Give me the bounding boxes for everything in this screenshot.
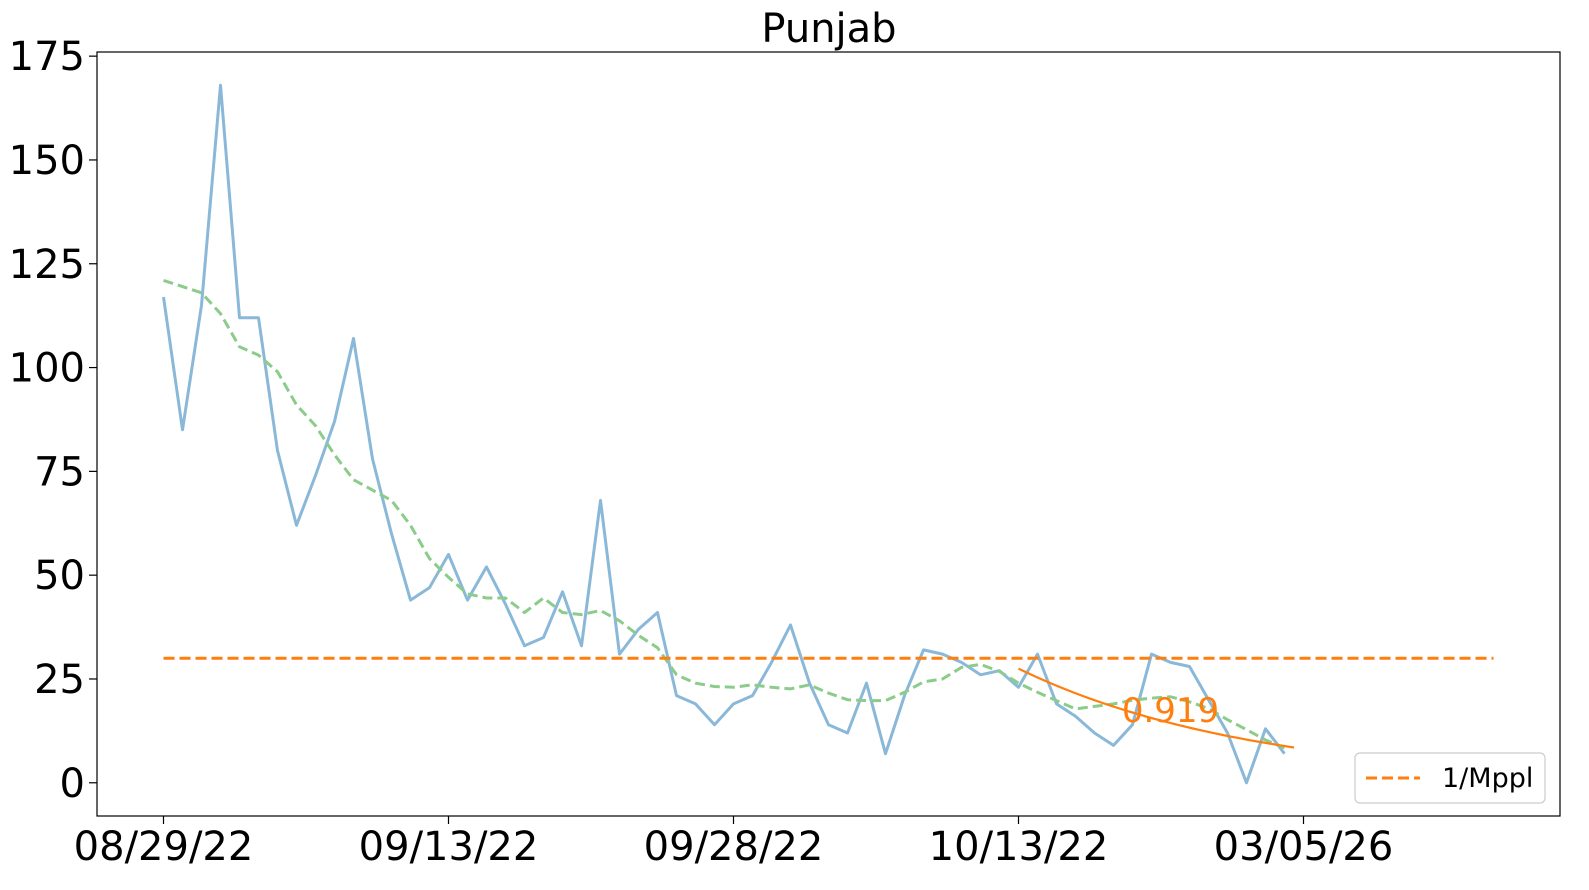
x-tick-label: 10/13/22 — [929, 824, 1109, 870]
axes: 0 25 50 75 100 125 150 175 08/29/22 09/13/22 09/28… — [9, 34, 1561, 870]
x-tick-label: 08/29/22 — [74, 824, 254, 870]
fit-curve — [1018, 667, 1295, 749]
y-tick-label: 0 — [60, 761, 85, 807]
y-tick-label: 150 — [9, 138, 85, 184]
fit-annotation: 0.919 — [1122, 691, 1219, 731]
chart-title: Punjab — [761, 6, 896, 52]
rolling-average-line — [163, 278, 1286, 750]
y-tick-label: 25 — [34, 657, 85, 703]
plot-area: 0.919 — [162, 83, 1494, 785]
y-tick-label: 100 — [9, 346, 85, 392]
x-tick-label: 03/05/26 — [1214, 824, 1394, 870]
legend-label-1-mppl: 1/Mppl — [1442, 763, 1533, 794]
daily-series-line — [162, 83, 1286, 785]
x-tick-label: 09/28/22 — [644, 824, 824, 870]
y-tick-label: 50 — [34, 553, 85, 599]
y-tick-label: 75 — [34, 449, 85, 495]
legend: 1/Mppl — [1354, 752, 1546, 804]
y-tick-label: 125 — [9, 242, 85, 288]
y-tick-label: 175 — [9, 34, 85, 80]
legend-box — [1354, 752, 1546, 804]
plot-frame — [96, 51, 1561, 817]
x-tick-label: 09/13/22 — [359, 824, 539, 870]
